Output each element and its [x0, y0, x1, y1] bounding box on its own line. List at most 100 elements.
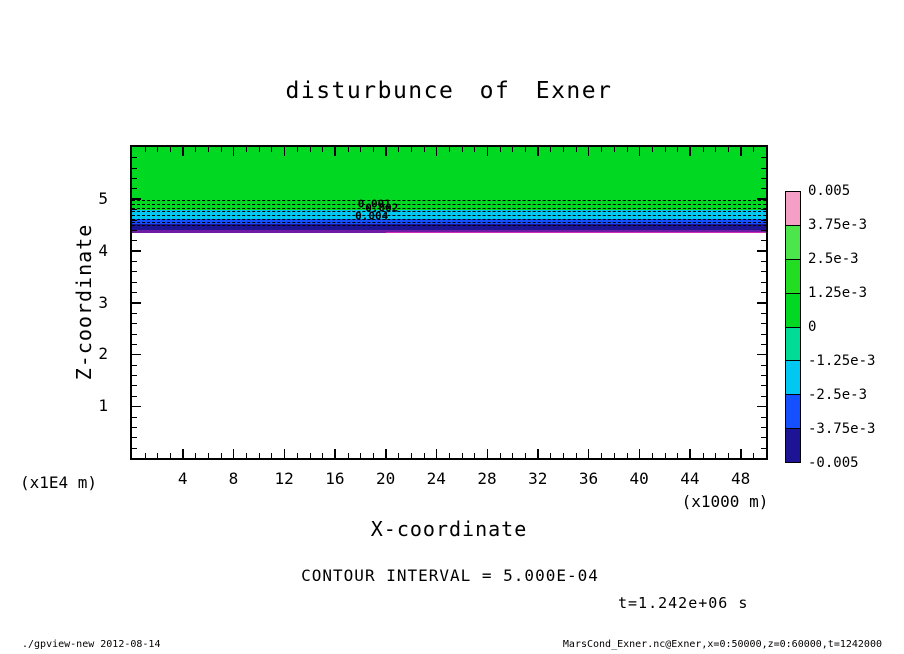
x-major-tick [385, 147, 387, 156]
y-minor-tick [761, 323, 766, 325]
x-major-tick [385, 449, 387, 458]
plot-area: 0.001 0.002 0.004 [130, 145, 768, 460]
x-tick-label: 16 [325, 469, 345, 488]
x-minor-tick [474, 453, 476, 458]
y-minor-tick [132, 447, 137, 449]
tone-band [132, 223, 766, 231]
y-minor-tick [761, 312, 766, 314]
x-major-tick [638, 147, 641, 156]
x-minor-tick [208, 147, 210, 152]
contour-line-dashed [132, 218, 766, 220]
x-tick-label: 32 [528, 469, 548, 488]
x-minor-tick [296, 147, 298, 152]
x-minor-tick [677, 453, 679, 458]
y-minor-tick [761, 385, 766, 387]
x-minor-tick [271, 453, 273, 458]
x-major-tick [689, 147, 691, 156]
x-minor-tick [613, 453, 615, 458]
x-minor-tick [372, 453, 374, 458]
x-major-tick [740, 449, 742, 458]
x-minor-tick [525, 147, 527, 152]
x-minor-tick [575, 453, 577, 458]
x-major-tick [537, 449, 539, 458]
y-minor-tick [132, 271, 137, 273]
x-minor-tick [550, 453, 552, 458]
y-minor-tick [132, 364, 137, 366]
y-minor-tick [761, 281, 766, 283]
colorbar-segment [786, 395, 800, 430]
colorbar-tick-label: -2.5e-3 [808, 387, 868, 403]
x-minor-tick [525, 453, 527, 458]
x-minor-tick [753, 453, 755, 458]
y-major-tick [132, 198, 141, 200]
colorbar-segment [786, 192, 800, 226]
x-major-tick [587, 449, 590, 458]
y-minor-tick [132, 292, 137, 294]
colorbar-tick-label: 1.25e-3 [808, 285, 868, 301]
x-minor-tick [601, 147, 603, 152]
y-minor-tick [132, 323, 137, 325]
contour-value-label: 0.004 [355, 209, 389, 223]
colorbar [785, 191, 801, 463]
x-minor-tick [220, 453, 222, 458]
x-major-tick [232, 449, 235, 458]
x-minor-tick [702, 147, 704, 152]
x-minor-tick [753, 147, 755, 152]
x-minor-tick [461, 147, 463, 152]
x-minor-tick [727, 453, 729, 458]
y-minor-tick [761, 261, 766, 263]
x-major-tick [232, 147, 235, 156]
x-major-tick [435, 147, 438, 156]
colorbar-tick-label: 0.005 [808, 183, 851, 199]
y-minor-tick [761, 437, 766, 439]
x-major-tick [334, 449, 336, 458]
x-minor-tick [563, 453, 565, 458]
y-minor-tick [761, 178, 766, 180]
x-minor-tick [613, 147, 615, 152]
x-tick-label: 24 [426, 469, 446, 488]
x-major-tick [740, 147, 742, 156]
y-minor-tick [761, 209, 766, 211]
colorbar-tick-label: 2.5e-3 [808, 251, 859, 267]
y-minor-tick [132, 188, 137, 190]
x-minor-tick [360, 147, 362, 152]
x-minor-tick [423, 453, 425, 458]
colorbar-segment [786, 361, 800, 396]
y-minor-tick [132, 343, 137, 345]
y-minor-tick [761, 292, 766, 294]
x-tick-label: 8 [228, 469, 239, 488]
y-minor-tick [132, 240, 137, 242]
x-minor-tick [512, 453, 514, 458]
x-major-tick [486, 147, 489, 156]
y-minor-tick [761, 375, 766, 377]
footer-data-source: MarsCond_Exner.nc@Exner,x=0:50000,z=0:60… [562, 639, 882, 650]
y-major-tick [757, 198, 766, 200]
chart-title: disturbunce of Exner [285, 78, 613, 104]
x-minor-tick [410, 147, 412, 152]
colorbar-segment [786, 327, 800, 362]
y-minor-tick [132, 178, 137, 180]
y-minor-tick [132, 426, 137, 428]
x-tick-label: 28 [477, 469, 497, 488]
colorbar-tick-label: 3.75e-3 [808, 217, 868, 233]
y-minor-tick [761, 426, 766, 428]
contour-line-extreme [385, 232, 766, 233]
y-minor-tick [761, 157, 766, 159]
x-major-tick [182, 147, 184, 156]
x-minor-tick [347, 147, 349, 152]
y-minor-tick [132, 157, 137, 159]
x-minor-tick [296, 453, 298, 458]
y-minor-tick [132, 312, 137, 314]
y-minor-tick [132, 437, 137, 439]
tone-band [132, 147, 766, 211]
y-minor-tick [761, 447, 766, 449]
x-minor-tick [246, 147, 248, 152]
x-minor-tick [157, 147, 159, 152]
x-tick-label: 4 [177, 469, 188, 488]
x-minor-tick [575, 147, 577, 152]
x-minor-tick [398, 147, 400, 152]
footer-command-stamp: ./gpview-new 2012-08-14 [22, 639, 161, 650]
y-minor-tick [132, 209, 137, 211]
x-major-tick [283, 147, 286, 156]
